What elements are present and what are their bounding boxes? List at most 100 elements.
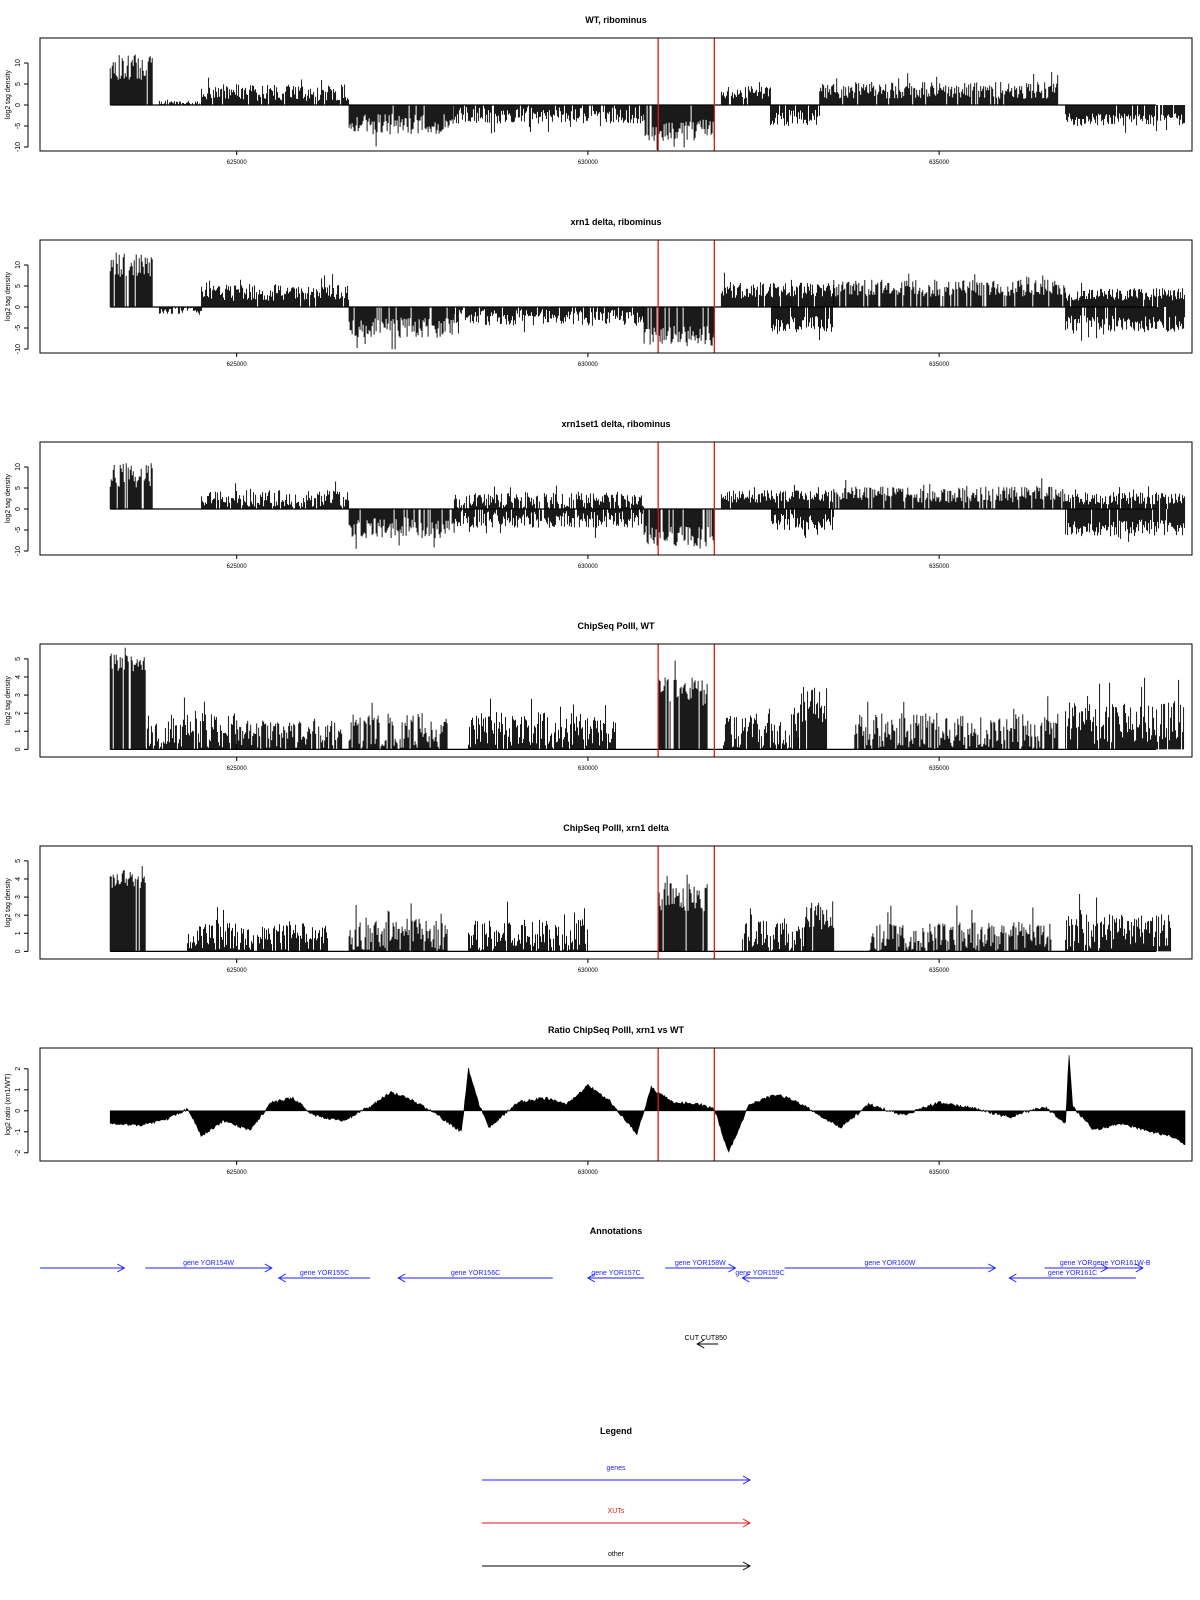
data-segment-5: [453, 307, 644, 334]
data-segment-10: [1065, 283, 1186, 307]
data-segment-7: [805, 901, 835, 952]
x-tick-label: 625000: [227, 362, 248, 368]
gene-1: [40, 1263, 126, 1273]
gene-label: gene YOR: [1060, 1260, 1093, 1267]
data-marks: [109, 647, 1185, 750]
y-axis: 0 1 2 3 4 5: [15, 859, 29, 953]
gene-label: gene YOR157C: [591, 1270, 640, 1277]
arrow-head: [696, 1339, 705, 1349]
data-segment-2: [158, 99, 202, 105]
data-segment-6: [643, 307, 715, 347]
data-segment-5: [453, 105, 644, 134]
x-tick-label: 625000: [227, 1170, 248, 1176]
gene-2: gene YOR154W: [145, 1260, 273, 1273]
y-tick-label: -2: [15, 1150, 22, 1156]
data-segment-6: [643, 105, 715, 150]
x-tick-label: 635000: [929, 968, 950, 974]
x-axis: 625000 630000 635000: [227, 1161, 950, 1176]
data-segment-8: [798, 687, 828, 750]
legend-label: XUTs: [608, 1508, 625, 1515]
arrow-head: [277, 1273, 287, 1283]
y-tick-label: 3: [15, 693, 22, 697]
x-tick-label: 625000: [227, 160, 248, 166]
data-segment-4: [348, 307, 455, 350]
gene-11: gene YOR161C: [1008, 1270, 1136, 1283]
data-segment-6: [741, 908, 806, 952]
legend-panel: Legend genes XUTs other: [482, 1426, 752, 1571]
y-axis: -10 -5 0 5 10: [15, 59, 29, 152]
data-segment-8: [771, 509, 834, 538]
data-segment-9: [833, 478, 1066, 509]
chart-panel-1: WT, ribominus log2 tag density -10 -5 0 5 10 62…: [5, 15, 1193, 166]
y-tick-label: 3: [15, 895, 22, 899]
data-segment-10: [1065, 105, 1186, 133]
data-segment-5: [657, 874, 708, 952]
data-segment-3: [236, 718, 343, 750]
chart-panel-5: ChipSeq PolII, xrn1 delta log2 tag densit…: [5, 823, 1193, 974]
gene-label: gene YOR158W: [675, 1260, 726, 1267]
data-segment-2: [158, 307, 202, 315]
plot-frame: [39, 845, 1193, 960]
data-segment-11: [1065, 509, 1186, 542]
gene-label: gene YOR156C: [451, 1270, 500, 1277]
gene-6: gene YOR158W: [665, 1260, 737, 1273]
data-segment-4: [348, 702, 448, 750]
y-tick-label: 1: [15, 931, 22, 935]
y-tick-label: -5: [15, 325, 22, 331]
plot-frame: [39, 441, 1193, 556]
data-segment-3: [348, 903, 448, 952]
data-segment-3: [348, 509, 455, 549]
data-segment-6: [643, 509, 715, 549]
data-segment-4: [348, 105, 454, 147]
legend-arrow-head: [742, 1518, 752, 1528]
arrow-head: [117, 1263, 126, 1273]
data-marks: [109, 1055, 1186, 1153]
data-segment-4: [453, 485, 644, 509]
y-axis-label: log2 tag density: [5, 877, 12, 927]
data-marks: [109, 463, 1186, 549]
y-tick-label: 10: [15, 59, 22, 67]
arrow-head: [264, 1263, 273, 1273]
plot-frame: [39, 643, 1193, 758]
y-axis: -10 -5 0 5 10: [15, 463, 29, 556]
data-segment-4: [468, 901, 588, 952]
data-segment-1: [109, 647, 146, 750]
data-segment-9: [1065, 894, 1172, 952]
gene-7: gene YOR159C: [735, 1270, 785, 1283]
y-tick-label: 2: [15, 913, 22, 917]
x-tick-label: 630000: [578, 564, 599, 570]
x-axis: 625000 630000 635000: [227, 757, 950, 772]
gene-label: gene YOR154W: [183, 1260, 234, 1267]
data-segment-2: [187, 907, 328, 952]
data-segment-9: [854, 696, 1059, 750]
data-segment-3: [201, 274, 350, 307]
data-segment-1: [109, 252, 153, 307]
legend-label: genes: [606, 1465, 626, 1472]
ratio-area: [109, 1055, 1186, 1153]
x-tick-label: 625000: [227, 564, 248, 570]
annotation-tracks: gene YOR154W gene YOR155C gene YOR156C gene…: [40, 1260, 1151, 1349]
legend-label: other: [608, 1551, 625, 1558]
data-segment-8: [771, 307, 833, 341]
data-segment-10: [1065, 677, 1185, 750]
y-tick-label: 1: [15, 1088, 22, 1092]
arrow-head: [988, 1263, 997, 1273]
y-tick-label: 10: [15, 261, 22, 269]
x-tick-label: 635000: [929, 362, 950, 368]
y-tick-label: -5: [15, 527, 22, 533]
x-tick-label: 635000: [929, 1170, 950, 1176]
gene-label: gene YOR160W: [865, 1260, 916, 1267]
data-segment-6: [657, 660, 708, 750]
y-tick-label: 5: [15, 82, 22, 86]
data-segment-7: [722, 707, 799, 750]
x-tick-label: 625000: [227, 968, 248, 974]
data-segment-7: [720, 272, 834, 307]
y-tick-label: 0: [15, 747, 22, 751]
y-axis-label: log2 tag density: [5, 271, 12, 321]
x-tick-label: 630000: [578, 968, 599, 974]
legend-title: Legend: [600, 1426, 632, 1436]
x-tick-label: 635000: [929, 160, 950, 166]
arrow-head: [741, 1273, 750, 1283]
